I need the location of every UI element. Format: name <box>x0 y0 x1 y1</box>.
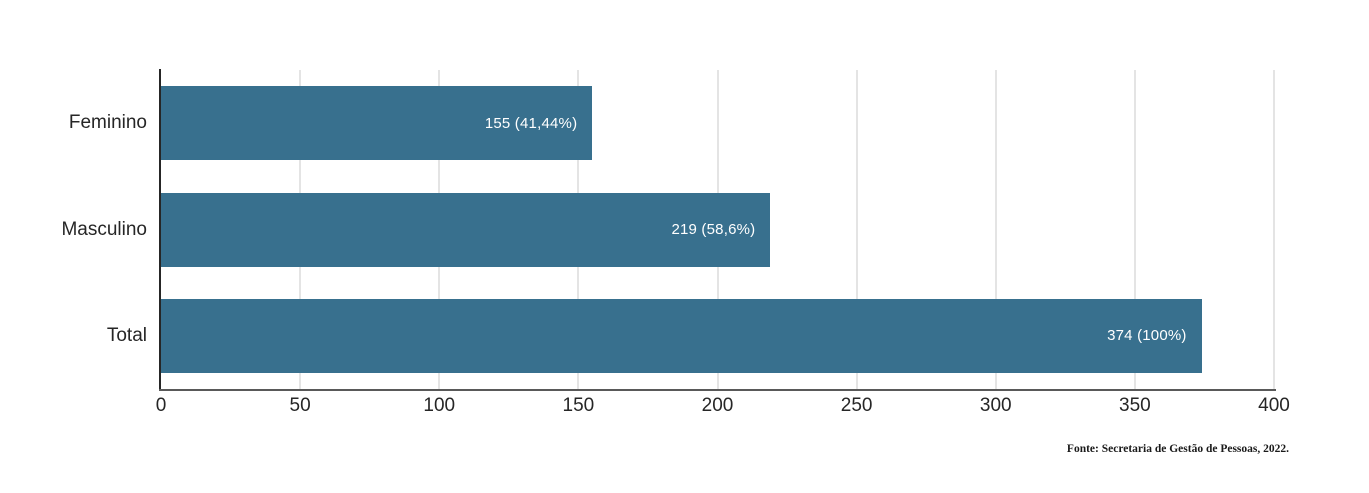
gridline-350 <box>1134 70 1136 389</box>
x-tick-label-350: 350 <box>1119 395 1151 416</box>
plot-area: 155 (41,44%) 219 (58,6%) 374 (100%) <box>161 70 1275 389</box>
bar-total: 374 (100%) <box>161 298 1202 373</box>
bar-value-label-masculino: 219 (58,6%) <box>671 221 756 238</box>
x-tick-label-200: 200 <box>701 395 734 416</box>
category-label-masculino: Masculino <box>61 218 147 240</box>
x-tick-label-50: 50 <box>289 395 311 416</box>
category-label-feminino: Feminino <box>68 112 147 134</box>
x-axis-line <box>159 389 1276 391</box>
bar-feminino: 155 (41,44%) <box>161 86 593 161</box>
y-axis-line <box>159 69 161 391</box>
category-label-total: Total <box>106 324 147 346</box>
bar-value-label-total: 374 (100%) <box>1107 327 1187 345</box>
x-tick-label-300: 300 <box>979 395 1012 416</box>
bar-masculino: 219 (58,6%) <box>161 192 771 267</box>
x-tick-label-250: 250 <box>840 395 873 416</box>
x-tick-label-100: 100 <box>423 395 456 416</box>
source-note: Fonte: Secretaria de Gestão de Pessoas, … <box>1066 443 1289 455</box>
gridline-400 <box>1273 70 1275 389</box>
x-tick-label-150: 150 <box>562 395 595 416</box>
bar-value-label-feminino: 155 (41,44%) <box>484 114 578 132</box>
x-tick-label-0: 0 <box>155 395 167 416</box>
y-axis-category-labels: Feminino Masculino Total <box>0 70 147 389</box>
gridline-300 <box>995 70 997 389</box>
gridline-250 <box>856 70 858 389</box>
x-axis-tick-labels: 0 50 100 150 200 250 300 350 400 <box>156 395 1290 421</box>
x-tick-label-400: 400 <box>1258 395 1290 416</box>
